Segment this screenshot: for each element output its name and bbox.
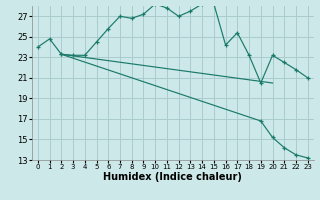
X-axis label: Humidex (Indice chaleur): Humidex (Indice chaleur)	[103, 172, 242, 182]
